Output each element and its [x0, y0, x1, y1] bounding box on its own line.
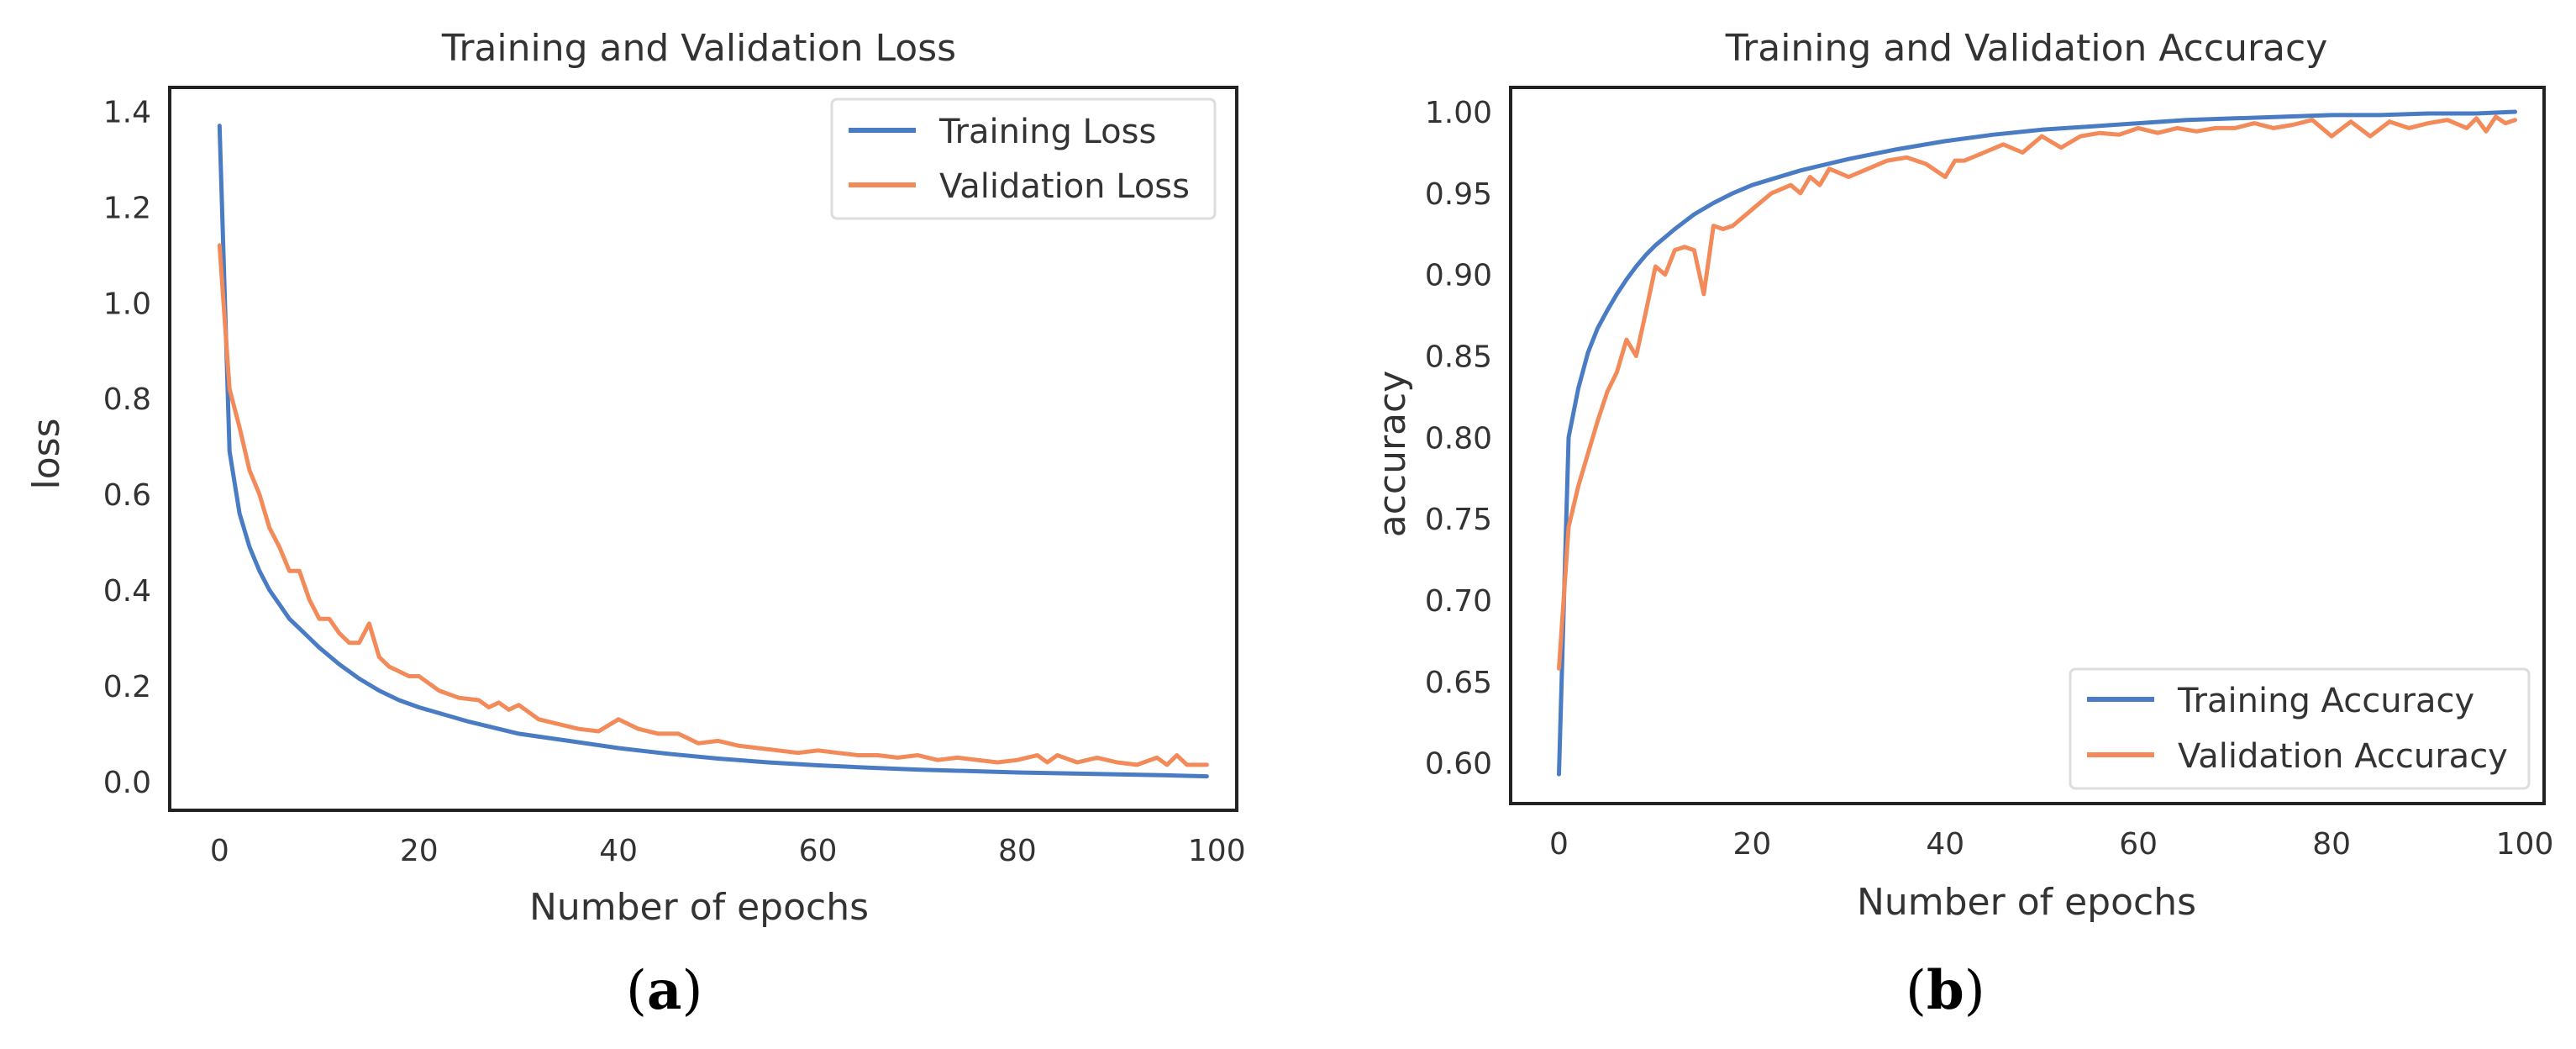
loss-y-axis-label: loss [25, 419, 68, 490]
a-ytick-label-6: 1.2 [103, 191, 151, 225]
b-ytick-label-2: 0.70 [1425, 584, 1492, 619]
loss-x-axis-label: Number of epochs [529, 886, 869, 929]
b-ytick-label-3: 0.75 [1425, 503, 1492, 537]
panel-a-caption: (a) [626, 959, 702, 1022]
b-xtick-label-5: 100 [2496, 827, 2554, 862]
a-ytick-label-2: 0.4 [103, 574, 151, 609]
b-xtick-label-2: 40 [1926, 827, 1964, 862]
a-xtick-label-1: 20 [400, 834, 439, 868]
accuracy-legend-training-label: Training Accuracy [2177, 682, 2474, 720]
b-ytick-label-0: 0.60 [1425, 747, 1492, 782]
accuracy-chart-title: Training and Validation Accuracy [1725, 27, 2328, 70]
b-ytick-label-6: 0.90 [1425, 259, 1492, 293]
panel-b-caption: (b) [1906, 959, 1985, 1022]
b-ytick-label-1: 0.65 [1425, 666, 1492, 700]
b-ytick-label-7: 0.95 [1425, 177, 1492, 212]
accuracy-legend: Training Accuracy Validation Accuracy [2069, 667, 2531, 790]
a-xtick-label-3: 60 [799, 834, 838, 868]
panel-a-caption-close: ) [681, 960, 702, 1022]
b-ytick-label-8: 1.00 [1425, 96, 1492, 130]
b-series-line-validation [1557, 114, 2517, 671]
a-series-line-training [217, 124, 1209, 779]
accuracy-legend-box [2069, 667, 2531, 790]
a-ytick-label-5: 1.0 [103, 287, 151, 321]
a-xtick-label-2: 40 [599, 834, 638, 868]
panel-b-caption-letter: b [1927, 959, 1964, 1022]
b-xtick-label-3: 60 [2119, 827, 2158, 862]
loss-plot-frame [168, 86, 1238, 812]
loss-legend: Training Loss Validation Loss [830, 98, 1217, 220]
loss-legend-box [830, 98, 1217, 220]
b-xtick-label-4: 80 [2312, 827, 2351, 862]
loss-chart-title: Training and Validation Loss [441, 27, 956, 70]
b-xtick-label-0: 0 [1549, 827, 1569, 862]
loss-legend-training-label: Training Loss [938, 113, 1156, 151]
accuracy-chart-panel: Training and Validation Accuracy 0.60 0.6… [1371, 27, 2553, 1022]
loss-legend-validation-label: Validation Loss [939, 167, 1190, 206]
b-xtick-label-1: 20 [1732, 827, 1771, 862]
a-ytick-label-0: 0.0 [103, 766, 151, 800]
accuracy-x-axis-label: Number of epochs [1857, 881, 2196, 924]
a-ytick-label-1: 0.2 [103, 670, 151, 704]
a-ytick-label-7: 1.4 [103, 95, 151, 129]
accuracy-plot-frame [1509, 86, 2546, 805]
accuracy-legend-validation-label: Validation Accuracy [2178, 737, 2508, 776]
a-ytick-label-4: 0.8 [103, 382, 151, 417]
a-xtick-label-4: 80 [998, 834, 1037, 868]
panel-a-caption-letter: a [647, 959, 681, 1022]
panel-b-caption-open: ( [1906, 960, 1927, 1022]
a-series-line-validation [217, 243, 1209, 767]
b-ytick-label-5: 0.85 [1425, 340, 1492, 375]
b-ytick-label-4: 0.80 [1425, 421, 1492, 456]
panel-a-caption-open: ( [626, 960, 647, 1022]
a-xtick-label-5: 100 [1188, 834, 1246, 868]
accuracy-y-axis-label: accuracy [1371, 371, 1414, 538]
a-xtick-label-0: 0 [210, 834, 229, 868]
b-series-line-training [1557, 109, 2517, 777]
panel-b-caption-close: ) [1964, 960, 1985, 1022]
a-ytick-label-3: 0.6 [103, 478, 151, 513]
loss-chart-panel: Training and Validation Loss 0.0 0.2 0.4 0.… [25, 27, 1246, 1022]
